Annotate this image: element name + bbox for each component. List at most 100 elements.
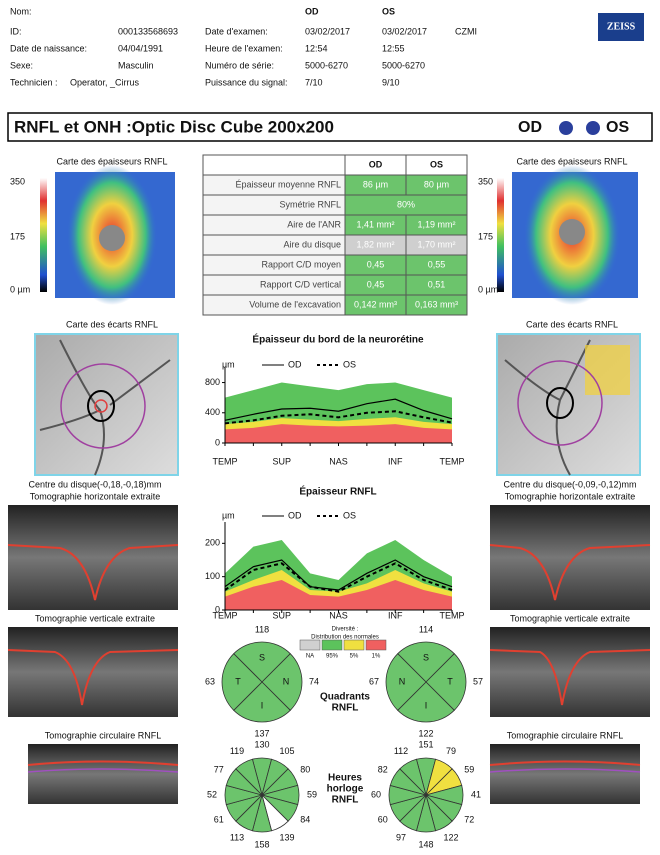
cell-value: 86 µm [363,179,388,189]
legend-swatch [366,640,386,650]
field-value: 5000-6270 [305,60,348,70]
quadrant-letter: I [425,700,428,710]
y-tick-label: 0 [215,437,220,447]
image-label: Centre du disque(-0,18,-0,18)mm [28,479,161,489]
site: CZMI [455,26,477,36]
row-label: Rapport C/D moyen [261,259,341,269]
field-label: Date de naissance: [10,43,87,53]
image-label: Carte des écarts RNFL [526,319,618,329]
cell-value: 1,41 mm² [356,219,394,229]
image-label: Tomographie horizontale extraite [30,491,161,501]
x-tick-label: NAS [329,456,348,466]
legend-label: 5% [350,654,359,660]
quadrant-value: 118 [255,624,269,634]
field-value: 000133568693 [118,26,178,36]
clock-value: 60 [378,814,388,824]
image-label: Carte des épaisseurs RNFL [56,156,167,166]
logo: ZEISS [607,21,636,32]
cell-value: 0,55 [428,259,446,269]
unit-label: µm [222,359,235,369]
scale-label: 0 µm [10,284,30,294]
cell-value: 0,51 [428,279,446,289]
image-label: Centre du disque(-0,09,-0,12)mm [503,479,636,489]
cell-value: 0,142 mm³ [354,299,397,309]
quadrant-title: RNFL [332,703,359,714]
scale-label: 350 [10,176,25,186]
image-label: Tomographie circulaire RNFL [507,730,624,740]
clock-value: 122 [443,833,458,843]
quadrant-value: 122 [418,728,433,738]
y-tick-label: 100 [205,571,220,581]
scale-label: 350 [478,176,493,186]
quadrant-letter: I [261,700,264,710]
field-label: Puissance du signal: [205,77,288,87]
quadrant-letter: T [235,676,241,686]
cell-value: 0,45 [367,259,385,269]
quadrant-letter: T [447,676,453,686]
legend-swatch [344,640,364,650]
legend-label: OD [288,510,302,520]
scale-label: 0 µm [478,284,498,294]
field-value: 03/02/2017 [305,26,350,36]
clock-value: 151 [418,739,433,749]
clock-value: 158 [254,839,269,849]
clock-value: 82 [378,764,388,774]
title-os: OS [606,119,629,136]
clock-value: 52 [207,789,217,799]
field-label: Heure de l'examen: [205,43,283,53]
cell-value: 80% [397,199,415,209]
clock-value: 139 [279,833,294,843]
field-label: Technicien : [10,77,58,87]
field-value: 7/10 [305,77,323,87]
field-label: Numéro de série: [205,60,274,70]
clock-value: 79 [446,746,456,756]
clock-value: 148 [418,839,433,849]
row-label: Aire de l'ANR [287,219,341,229]
quadrant-letter: N [399,676,406,686]
legend-swatch [300,640,320,650]
quadrant-value: 74 [309,676,319,686]
page: RNFL et ONH html,body{margin:0;padding:0… [0,0,660,855]
report: ZEISS RNFL et ONH :Optic Disc Cube 200x2… [0,0,660,855]
field-value: 03/02/2017 [382,26,427,36]
od-thickness-map [55,165,175,305]
field-value: 12:55 [382,43,405,53]
field-value: 12:54 [305,43,328,53]
x-tick-label: INF [388,456,403,466]
title-od: OD [518,119,542,136]
x-tick-label: TEMP [439,610,464,620]
cell-value: 0,163 mm³ [415,299,458,309]
quadrant-value: 114 [419,624,433,634]
clock-value: 41 [471,789,481,799]
legend-swatch [322,640,342,650]
quadrant-value: 67 [369,676,379,686]
x-tick-label: TEMP [212,610,237,620]
clock-value: 119 [230,746,244,756]
column-header: OD [369,159,383,169]
clock-value: 77 [214,764,224,774]
quadrant-letter: S [259,652,265,662]
x-tick-label: SUP [272,456,291,466]
field-label: Sexe: [10,60,33,70]
field-value: Masculin [118,60,154,70]
label: Nom: [10,6,32,16]
clock-value: 60 [371,789,381,799]
legend-label: 1% [372,654,381,660]
clock-value: 80 [300,764,310,774]
eye-label: OD [305,6,319,16]
os-deviation-map [497,334,640,475]
legend-title: Diversité : [332,627,359,633]
color-scale [40,178,47,292]
body: {"header":{"name_label":"Nom:","eye_od":… [0,0,660,855]
row-label: Épaisseur moyenne RNFL [235,179,341,189]
clock-value: 113 [230,833,244,843]
row-label: Aire du disque [283,239,341,249]
image-label: Tomographie circulaire RNFL [45,730,162,740]
legend-label: OS [343,359,356,369]
chart-title: Épaisseur RNFL [299,485,376,498]
row-label: Rapport C/D vertical [260,279,341,289]
scale-label: 175 [10,231,25,241]
image-label: Carte des épaisseurs RNFL [516,156,627,166]
image-label: Tomographie verticale extraite [510,613,630,623]
scale-label: 175 [478,231,493,241]
